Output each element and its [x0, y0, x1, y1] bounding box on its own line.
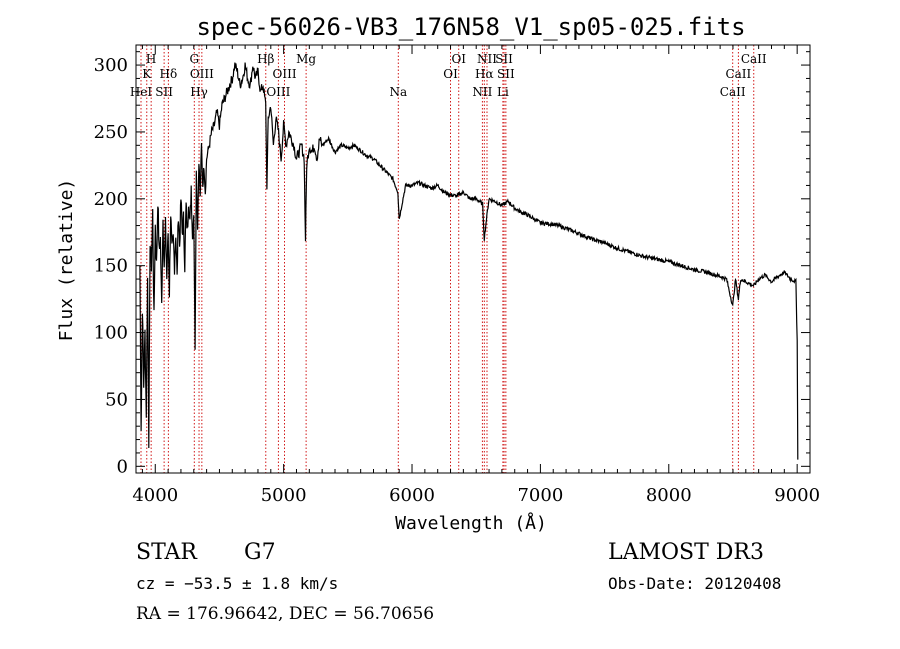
x-tick-label: 7000 [517, 485, 563, 506]
observation-date: Obs-Date: 20120408 [608, 574, 781, 593]
flux-series-line [139, 62, 799, 460]
spectral-line-label: OI [443, 67, 458, 81]
x-axis-label: Wavelength (Å) [395, 512, 547, 534]
spectral-line-label: Na [389, 85, 407, 99]
x-tick-label: 4000 [132, 485, 178, 506]
y-tick-label: 250 [94, 122, 128, 143]
spectral-line-label: Li [497, 85, 509, 99]
object-class: STAR [136, 540, 198, 565]
spectral-line-label: CaII [720, 85, 746, 99]
spectral-line-label: OIII [273, 67, 297, 81]
spectral-line-label: H [146, 52, 156, 66]
y-tick-label: 150 [94, 256, 128, 277]
x-tick-label: 8000 [646, 485, 692, 506]
spectral-line-label: Hγ [190, 85, 208, 99]
object-subclass: G7 [244, 540, 276, 565]
spectral-line-label: G [189, 52, 199, 66]
chart-title: spec-56026-VB3_176N58_V1_sp05-025.fits [196, 13, 745, 41]
spectral-line-label: Mg [296, 52, 316, 66]
spectral-line-label: SII [155, 85, 173, 99]
spectral-line-label: NII [472, 85, 492, 99]
spectral-line-label: HeI [130, 85, 153, 99]
y-tick-label: 0 [117, 456, 128, 477]
spectral-line-label: OI [451, 52, 466, 66]
survey-name: LAMOST DR3 [608, 540, 764, 565]
spectral-line-label: CaII [725, 67, 751, 81]
spectral-line-label: Hδ [160, 67, 178, 81]
x-tick-label: 9000 [774, 485, 820, 506]
spectral-line-label: NII [477, 52, 497, 66]
spectral-line-label: SII [495, 52, 513, 66]
y-tick-label: 100 [94, 323, 128, 344]
spectral-line-label: Hα [475, 67, 494, 81]
spectral-line-label: CaII [741, 52, 767, 66]
coordinates: RA = 176.96642, DEC = 56.70656 [136, 604, 434, 624]
spectral-line-label: OIII [190, 67, 214, 81]
spectral-line-label: SII [497, 67, 515, 81]
y-tick-label: 200 [94, 189, 128, 210]
x-axis-ticks: 4000 5000 6000 7000 8000 9000 [132, 45, 820, 506]
spectral-line-label: K [142, 67, 152, 81]
y-axis-ticks: 0 50 100 150 200 250 300 [94, 51, 810, 477]
plot-frame [135, 44, 811, 474]
x-tick-label: 5000 [261, 485, 307, 506]
spectral-line-label: OIII [266, 85, 290, 99]
y-axis-label: Flux (relative) [56, 179, 77, 342]
spectral-line-label: Hβ [257, 52, 274, 66]
redshift-info: cz = −53.5 ± 1.8 km/s [136, 574, 338, 593]
y-tick-label: 300 [94, 55, 128, 76]
y-tick-label: 50 [105, 389, 128, 410]
x-tick-label: 6000 [389, 485, 435, 506]
